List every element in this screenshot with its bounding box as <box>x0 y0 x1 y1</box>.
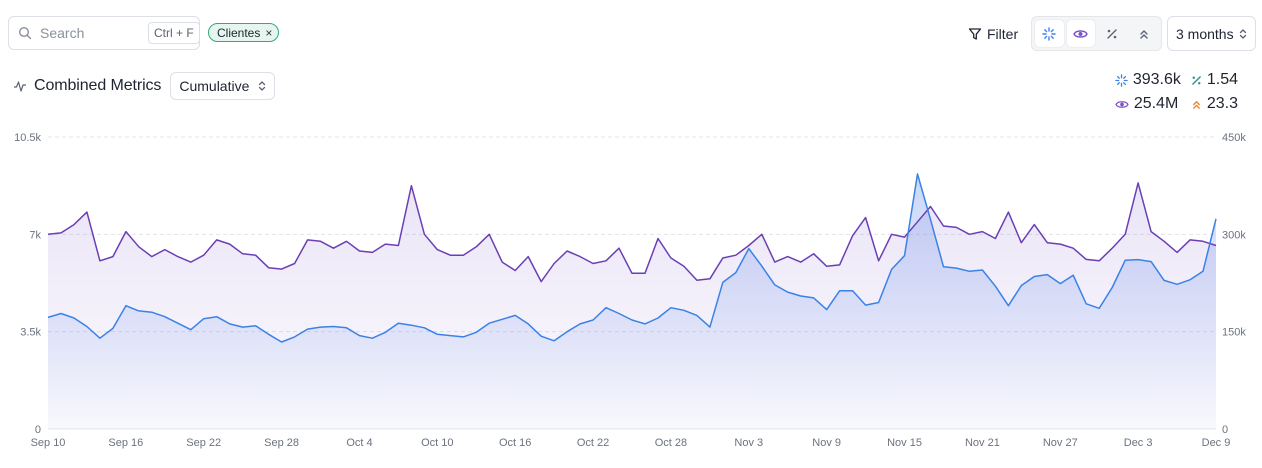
chevrons-up-icon <box>1140 29 1148 39</box>
x-tick-label: Sep 10 <box>31 437 66 449</box>
summary-value: 1.54 <box>1206 71 1238 88</box>
x-tick-label: Dec 3 <box>1124 437 1153 449</box>
filter-button[interactable]: Filter <box>962 20 1024 48</box>
sparkle-icon <box>1115 73 1128 87</box>
close-icon[interactable]: × <box>265 25 273 40</box>
y-left-tick-label: 7k <box>29 229 41 241</box>
search-input[interactable] <box>40 25 148 41</box>
filter-icon <box>968 28 982 40</box>
summary-eye: 25.4M <box>1115 94 1181 114</box>
x-tick-label: Dec 9 <box>1202 437 1231 449</box>
y-left-tick-label: 3.5k <box>20 327 41 339</box>
activity-icon <box>14 81 26 92</box>
x-tick-label: Sep 28 <box>264 437 299 449</box>
x-tick-label: Oct 16 <box>499 437 531 449</box>
y-left-tick-label: 0 <box>35 424 41 436</box>
y-right-tick-label: 450k <box>1222 132 1246 144</box>
toggle-percent[interactable] <box>1098 20 1127 47</box>
x-tick-label: Nov 27 <box>1043 437 1078 449</box>
time-range-label: 3 months <box>1176 25 1234 42</box>
y-left-tick-label: 10.5k <box>14 132 41 144</box>
y-right-tick-label: 300k <box>1222 229 1246 241</box>
chevron-updown-icon <box>1239 28 1247 39</box>
x-tick-label: Oct 22 <box>577 437 609 449</box>
filter-chip-clientes: Clientes × <box>208 23 280 42</box>
x-tick-label: Oct 10 <box>421 437 453 449</box>
summary-chevrons: 23.3 <box>1191 94 1238 114</box>
summary-value: 23.3 <box>1206 95 1238 112</box>
mode-select-label: Cumulative <box>179 78 250 94</box>
mode-select[interactable]: Cumulative <box>170 72 276 100</box>
x-tick-label: Sep 16 <box>108 437 143 449</box>
summary-value: 25.4M <box>1133 95 1179 112</box>
series-area-blue <box>48 174 1216 429</box>
search-shortcut: Ctrl + F <box>148 22 200 44</box>
toggle-sparkle[interactable] <box>1035 20 1064 47</box>
summary-metrics: 393.6k 1.54 25.4M 23.3 <box>1115 70 1238 114</box>
chart-header: Combined Metrics Cumulative <box>13 72 276 100</box>
toggle-chevrons[interactable] <box>1130 20 1159 47</box>
time-range-select[interactable]: 3 months <box>1167 16 1256 51</box>
chevrons-up-icon <box>1192 100 1200 109</box>
x-tick-label: Sep 22 <box>186 437 221 449</box>
combined-metrics-chart: 0 0 3.5k 150k 7k 300k 10.5k 450k Sep 10 Sep 16 Sep… <box>14 132 1246 449</box>
percent-icon <box>1192 75 1201 85</box>
page-title: Combined Metrics <box>34 77 162 94</box>
summary-sparkle: 393.6k <box>1115 70 1181 90</box>
toggle-eye[interactable] <box>1066 20 1095 47</box>
search-icon <box>18 26 32 40</box>
eye-icon <box>1115 100 1129 108</box>
x-tick-label: Nov 21 <box>965 437 1000 449</box>
filter-button-label: Filter <box>987 26 1019 42</box>
x-tick-label: Nov 3 <box>734 437 763 449</box>
eye-icon <box>1073 29 1089 38</box>
search-box[interactable]: Ctrl + F <box>8 16 200 50</box>
series-line-purple <box>47 182 1217 283</box>
filter-chip-label: Clientes <box>217 25 261 40</box>
chevron-updown-icon <box>259 81 266 91</box>
x-tick-label: Nov 9 <box>812 437 841 449</box>
x-tick-label: Oct 28 <box>655 437 687 449</box>
y-right-tick-label: 150k <box>1222 327 1246 339</box>
y-right-tick-label: 0 <box>1222 424 1228 436</box>
series-line-blue <box>47 173 1217 343</box>
percent-icon <box>1107 28 1117 39</box>
sparkle-icon <box>1042 26 1056 41</box>
x-tick-label: Nov 15 <box>887 437 922 449</box>
metric-toggle-group <box>1031 16 1162 51</box>
summary-value: 393.6k <box>1132 71 1181 88</box>
summary-percent: 1.54 <box>1191 70 1238 90</box>
x-tick-label: Oct 4 <box>346 437 372 449</box>
